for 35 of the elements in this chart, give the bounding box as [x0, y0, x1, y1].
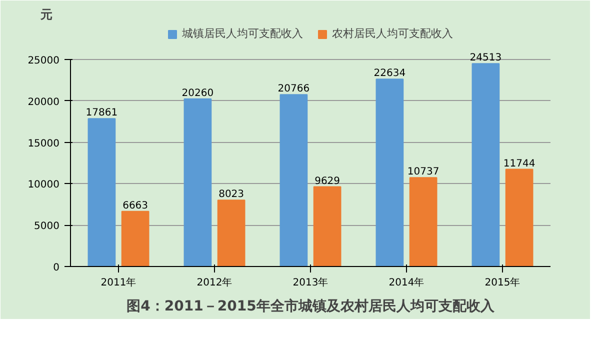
data-label: 11744: [503, 158, 536, 170]
data-label: 8023: [218, 189, 244, 200]
bar: [472, 63, 500, 266]
y-tick-label: 5000: [34, 221, 60, 232]
y-tick-label: 15000: [28, 138, 60, 150]
data-label: 6663: [122, 200, 148, 212]
bar: [376, 78, 404, 266]
x-tick-label: 2015年: [484, 276, 520, 288]
y-tick-label: 20000: [28, 96, 60, 108]
data-label: 20766: [278, 84, 310, 95]
bar: [280, 94, 308, 266]
text: 图4：2011－2015年全市城镇及农村居民人均可支配收入: [126, 298, 496, 314]
bar: [217, 200, 246, 266]
x-tick-label: 2012年: [196, 276, 232, 288]
legend-label: 农村居民人均可支配收入: [332, 26, 453, 41]
y-tick-label: 10000: [28, 180, 60, 191]
bar: [88, 118, 116, 266]
x-tick-label: 2014年: [388, 276, 424, 288]
y-tick-label: 25000: [28, 56, 60, 67]
data-label: 17861: [86, 108, 118, 119]
bar: [313, 186, 342, 266]
bar: [409, 177, 438, 266]
x-tick-label: 2011年: [100, 276, 136, 288]
x-tick-label: 2013年: [292, 276, 328, 288]
y-tick-label: 0: [53, 262, 60, 274]
y-axis-title: 元: [40, 8, 52, 22]
bar: [121, 210, 150, 266]
data-label: 10737: [407, 166, 440, 178]
bar: [184, 98, 212, 266]
data-label: 24513: [470, 52, 502, 64]
data-label: 20260: [182, 88, 214, 99]
data-label: 9629: [314, 176, 340, 187]
bar: [505, 168, 534, 266]
legend-label: 城镇居民人均可支配收入: [182, 26, 303, 41]
data-label: 22634: [374, 68, 406, 80]
